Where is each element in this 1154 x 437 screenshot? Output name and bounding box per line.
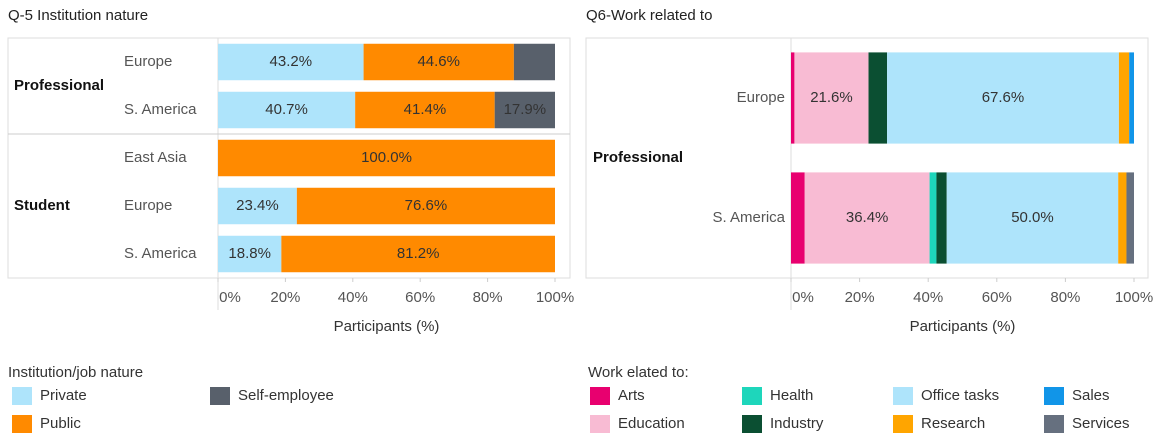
bar-segment <box>1118 52 1130 144</box>
x-tick-label: 20% <box>845 289 875 306</box>
x-axis-label: Participants (%) <box>910 318 1016 335</box>
category-label: Europe <box>124 197 172 214</box>
value-label: 50.0% <box>1011 209 1054 226</box>
legend-label: Office tasks <box>921 387 999 404</box>
value-label: 41.4% <box>404 101 447 118</box>
bar-segment <box>363 43 514 81</box>
bar-segment <box>946 172 1119 264</box>
bar-segment <box>1118 172 1127 264</box>
x-tick-label: 60% <box>405 289 435 306</box>
bar-segment <box>513 43 555 81</box>
panel-frame <box>585 37 1149 279</box>
value-label: 18.8% <box>228 245 271 262</box>
value-label: 44.6% <box>417 53 460 70</box>
value-label: 76.6% <box>405 197 448 214</box>
bar-segment <box>218 91 356 129</box>
x-tick-label: 100% <box>1115 289 1153 306</box>
x-tick-label: 100% <box>536 289 574 306</box>
bar-segment <box>218 43 364 81</box>
legend-label: Arts <box>618 387 645 404</box>
category-label: Europe <box>737 89 785 106</box>
legend-label: Education <box>618 415 685 432</box>
value-label: 17.9% <box>504 101 547 118</box>
bar-segment <box>887 52 1119 144</box>
bar-segment <box>791 172 805 264</box>
legend-label: Public <box>40 415 81 432</box>
category-label: Europe <box>124 53 172 70</box>
x-tick-label: 40% <box>338 289 368 306</box>
value-label: 43.2% <box>270 53 313 70</box>
chart-title: Q6-Work related to <box>586 7 712 24</box>
group-label: Student <box>14 197 70 214</box>
category-label: S. America <box>124 245 197 262</box>
legend-label: Private <box>40 387 87 404</box>
legend-label: Services <box>1072 415 1130 432</box>
value-label: 81.2% <box>397 245 440 262</box>
category-label: East Asia <box>124 149 187 166</box>
x-axis-label: Participants (%) <box>334 318 440 335</box>
category-label: S. America <box>124 101 197 118</box>
x-tick-label: 80% <box>1050 289 1080 306</box>
x-tick-label: 80% <box>473 289 503 306</box>
legend-swatch <box>12 387 32 405</box>
bar-segment <box>218 139 555 177</box>
legend-title: Institution/job nature <box>8 364 143 381</box>
x-tick-label: 0% <box>792 289 814 306</box>
legend-swatch <box>742 415 762 433</box>
group-label: Professional <box>593 149 683 166</box>
x-tick-label: 40% <box>913 289 943 306</box>
group-label: Professional <box>14 77 104 94</box>
category-label: S. America <box>712 209 785 226</box>
value-label: 21.6% <box>810 89 853 106</box>
bar-segment <box>936 172 947 264</box>
value-label: 100.0% <box>361 149 412 166</box>
value-label: 23.4% <box>236 197 279 214</box>
value-label: 36.4% <box>846 209 889 226</box>
bar-segment <box>218 187 297 225</box>
legend-swatch <box>12 415 32 433</box>
bar-segment <box>929 172 937 264</box>
legend-label: Industry <box>770 415 824 432</box>
chart-title: Q-5 Institution nature <box>8 7 148 24</box>
legend-label: Sales <box>1072 387 1110 404</box>
value-label: 40.7% <box>265 101 308 118</box>
bar-segment <box>494 91 555 129</box>
legend-swatch <box>893 415 913 433</box>
x-tick-label: 20% <box>270 289 300 306</box>
legend-swatch <box>893 387 913 405</box>
legend-swatch <box>1044 415 1064 433</box>
legend-label: Health <box>770 387 813 404</box>
legend-swatch <box>210 387 230 405</box>
bar-segment <box>868 52 888 144</box>
bar-segment <box>355 91 495 129</box>
bar-segment <box>804 172 930 264</box>
x-tick-label: 0% <box>219 289 241 306</box>
legend-label: Research <box>921 415 985 432</box>
value-label: 67.6% <box>982 89 1025 106</box>
bar-segment <box>296 187 555 225</box>
bar-segment <box>791 52 795 144</box>
bar-segment <box>1126 172 1134 264</box>
legend-title: Work elated to: <box>588 364 689 381</box>
legend-swatch <box>590 387 610 405</box>
bar-segment <box>281 235 555 273</box>
legend-swatch <box>1044 387 1064 405</box>
legend-swatch <box>590 415 610 433</box>
panel-frame <box>7 37 571 279</box>
legend-label: Self-employee <box>238 387 334 404</box>
bar-segment <box>218 235 282 273</box>
legend-swatch <box>742 387 762 405</box>
bar-segment <box>794 52 869 144</box>
x-tick-label: 60% <box>982 289 1012 306</box>
bar-segment <box>1129 52 1134 144</box>
